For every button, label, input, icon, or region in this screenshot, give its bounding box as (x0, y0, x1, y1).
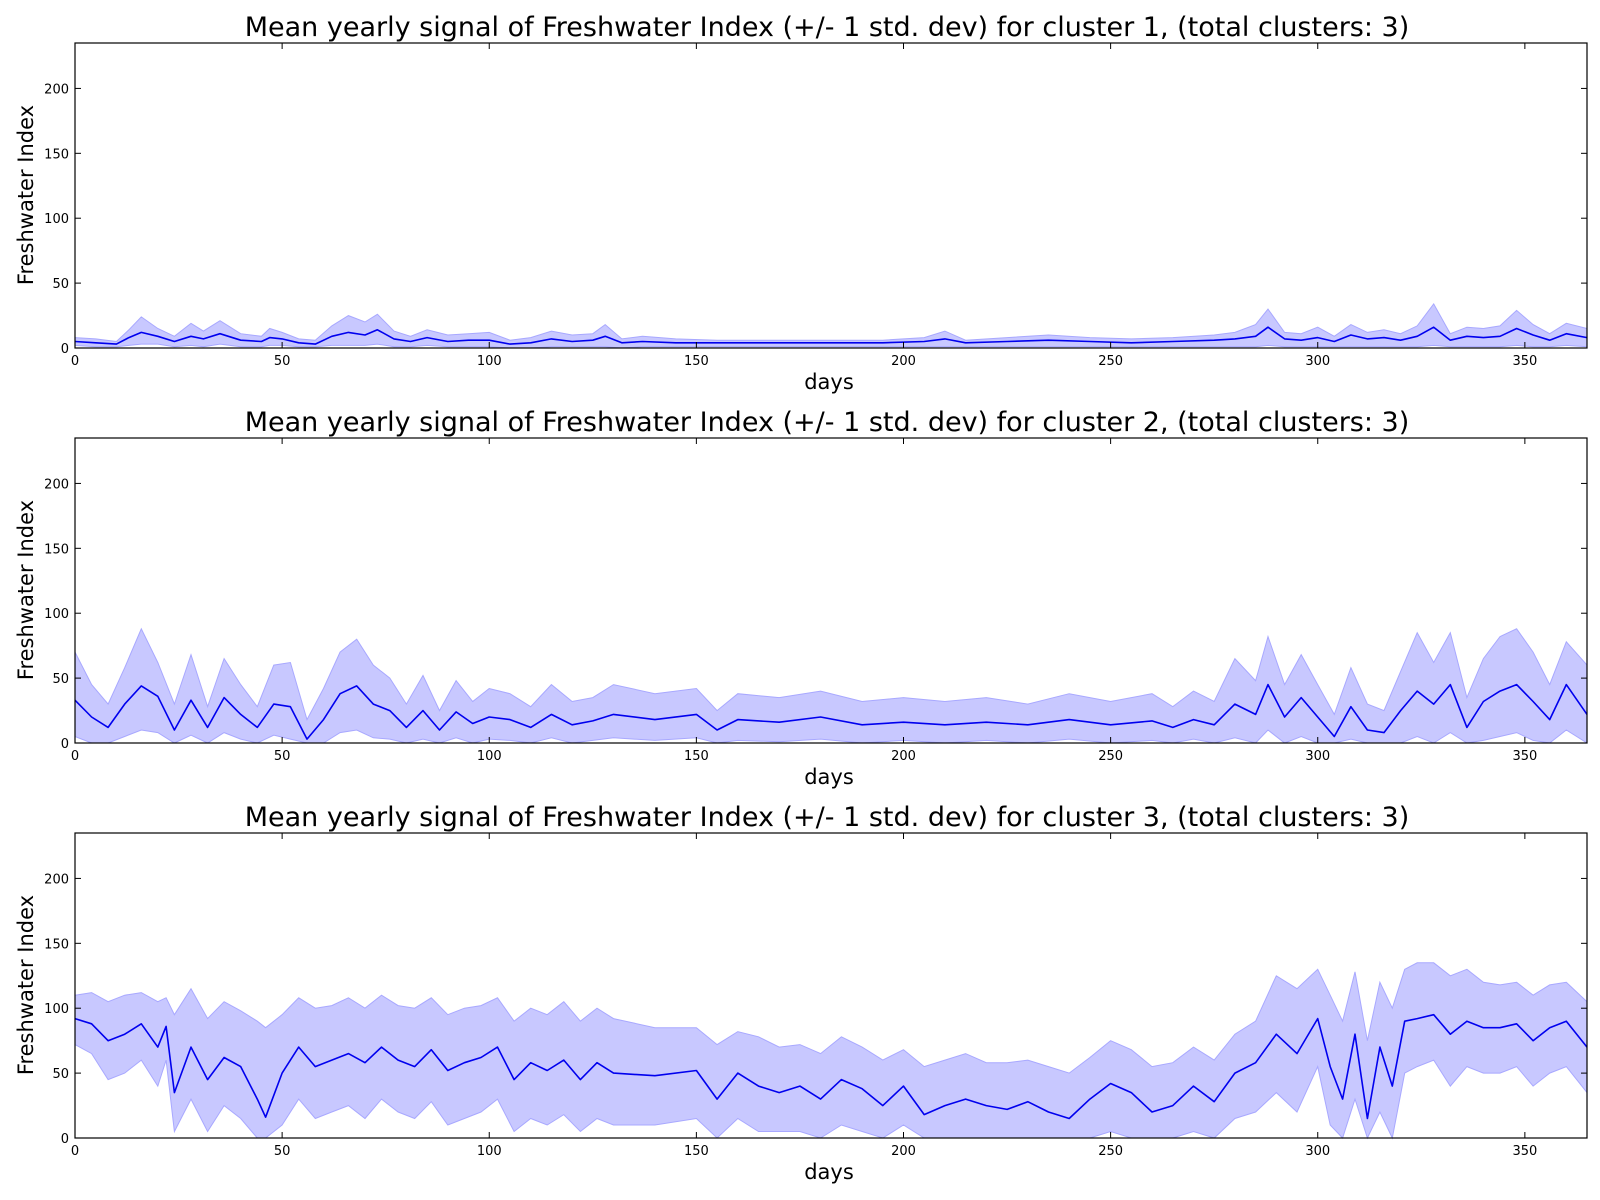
subplot-1: Mean yearly signal of Freshwater Index (… (14, 12, 1588, 394)
x-tick-label: 200 (891, 1144, 916, 1159)
x-tick-label: 150 (684, 749, 709, 764)
x-tick-label: 100 (477, 749, 502, 764)
x-tick-label: 0 (71, 749, 79, 764)
x-tick-label: 50 (274, 1144, 291, 1159)
x-tick-label: 150 (684, 1144, 709, 1159)
subplot-3: Mean yearly signal of Freshwater Index (… (14, 802, 1588, 1184)
x-tick-label: 350 (1512, 354, 1537, 369)
x-tick-label: 300 (1305, 749, 1330, 764)
subplot-2: Mean yearly signal of Freshwater Index (… (14, 407, 1588, 789)
plot-title: Mean yearly signal of Freshwater Index (… (245, 12, 1410, 43)
y-tick-label: 50 (52, 672, 69, 687)
y-axis-label: Freshwater Index (14, 895, 38, 1075)
y-tick-label: 150 (44, 937, 69, 952)
y-tick-label: 200 (44, 82, 69, 97)
x-axis-label: days (804, 1160, 854, 1184)
x-tick-label: 350 (1512, 1144, 1537, 1159)
y-tick-label: 100 (44, 212, 69, 227)
x-tick-label: 100 (477, 354, 502, 369)
x-tick-label: 300 (1305, 354, 1330, 369)
axes-frame (74, 42, 1588, 349)
mean-line (74, 326, 1588, 345)
std-band (74, 302, 1588, 349)
x-tick-label: 100 (477, 1144, 502, 1159)
x-axis-label: days (804, 765, 854, 789)
y-tick-label: 200 (44, 872, 69, 887)
x-tick-label: 50 (274, 354, 291, 369)
x-tick-label: 250 (1098, 354, 1123, 369)
axes-frame (74, 832, 1588, 1139)
plot-area: 0 50 100 150 200 250 300 350 0 50 100 150 200 (44, 42, 1588, 369)
x-tick-label: 200 (891, 749, 916, 764)
x-tick-label: 0 (71, 354, 79, 369)
y-tick-label: 0 (61, 342, 69, 357)
x-axis-label: days (804, 370, 854, 394)
y-tick-label: 0 (61, 737, 69, 752)
y-tick-label: 50 (52, 277, 69, 292)
std-band (74, 627, 1588, 744)
y-tick-label: 150 (44, 147, 69, 162)
x-tick-label: 0 (71, 1144, 79, 1159)
mean-line (74, 683, 1588, 740)
y-tick-label: 50 (52, 1067, 69, 1082)
x-tick-label: 250 (1098, 749, 1123, 764)
plot-area: 0 50 100 150 200 250 300 350 0 50 100 150 200 (44, 832, 1588, 1159)
y-tick-label: 150 (44, 542, 69, 557)
y-tick-label: 100 (44, 1002, 69, 1017)
x-tick-label: 150 (684, 354, 709, 369)
axes-frame (74, 437, 1588, 744)
y-axis-label: Freshwater Index (14, 500, 38, 680)
plot-title: Mean yearly signal of Freshwater Index (… (245, 802, 1410, 833)
x-tick-label: 350 (1512, 749, 1537, 764)
mean-line (74, 1013, 1588, 1120)
y-tick-label: 0 (61, 1132, 69, 1147)
x-tick-label: 50 (274, 749, 291, 764)
x-tick-label: 250 (1098, 1144, 1123, 1159)
plot-title: Mean yearly signal of Freshwater Index (… (245, 407, 1410, 438)
plot-area: 0 50 100 150 200 250 300 350 0 50 100 150 200 (44, 437, 1588, 764)
x-tick-label: 200 (891, 354, 916, 369)
y-tick-label: 100 (44, 607, 69, 622)
y-tick-label: 200 (44, 477, 69, 492)
x-tick-label: 300 (1305, 1144, 1330, 1159)
y-axis-label: Freshwater Index (14, 105, 38, 285)
